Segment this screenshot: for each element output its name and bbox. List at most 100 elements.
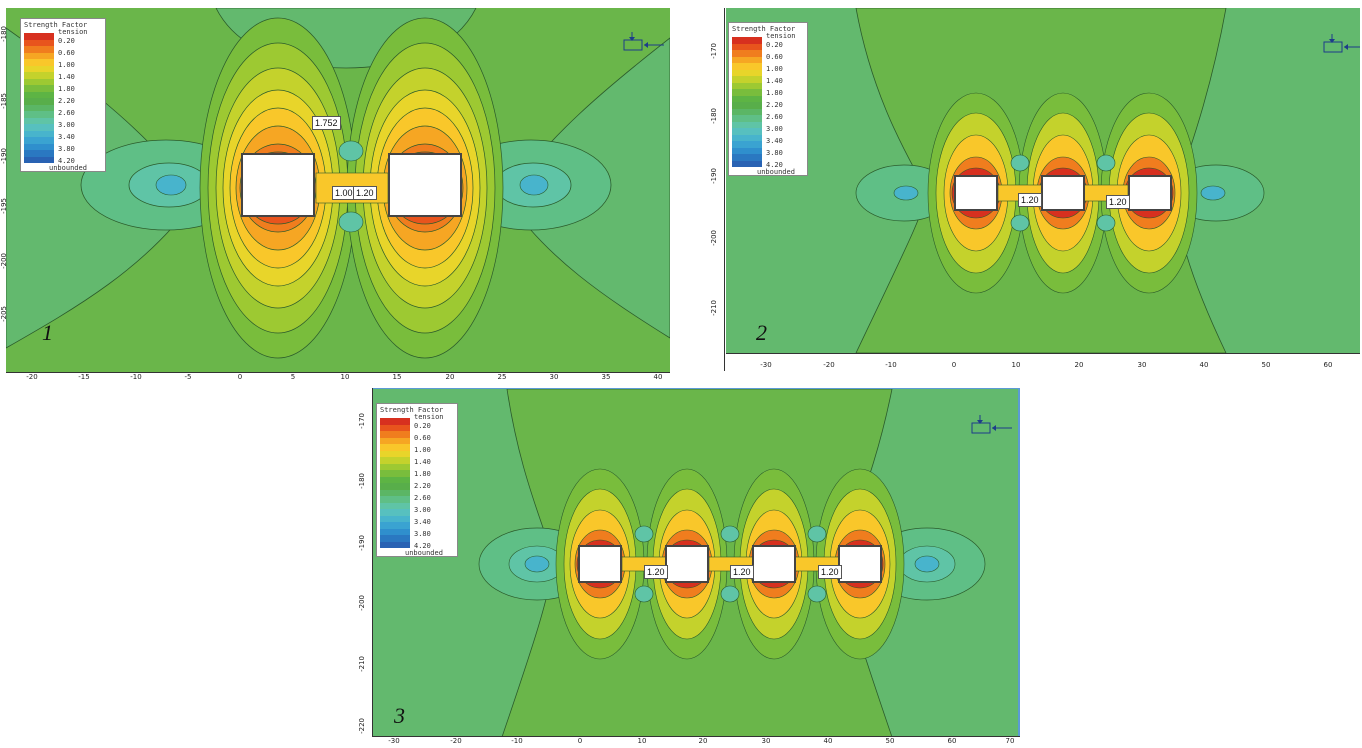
- legend-value: 0.60: [766, 53, 783, 61]
- value-label: 1.20: [353, 186, 377, 200]
- legend-value: 2.60: [58, 109, 75, 117]
- x-tick: -10: [511, 737, 523, 745]
- x-tick: -30: [760, 361, 772, 369]
- y-tick: -200: [0, 253, 8, 269]
- legend-subtitle: tension: [58, 28, 88, 36]
- legend-value: 4.20: [414, 542, 431, 550]
- legend-colorbar: [380, 418, 410, 548]
- opening-3d: [838, 545, 882, 583]
- legend-value: 2.60: [766, 113, 783, 121]
- value-label: 1.20: [644, 565, 668, 579]
- value-label: 1.20: [818, 565, 842, 579]
- x-tick: 20: [1074, 361, 1084, 369]
- legend: Strength Factor tension 0.20 0.60 1.00 1…: [376, 403, 458, 557]
- load-arrow-icon: [1323, 34, 1360, 53]
- y-tick: -180: [358, 473, 366, 489]
- y-tick: -180: [0, 26, 8, 42]
- legend-value: 1.40: [414, 458, 431, 466]
- y-tick: -205: [0, 306, 8, 322]
- opening-1a: [241, 153, 315, 217]
- legend-value: 0.60: [58, 49, 75, 57]
- legend-value: 3.40: [58, 133, 75, 141]
- x-tick: 25: [497, 373, 507, 381]
- x-tick: 20: [698, 737, 708, 745]
- panel-number: 1: [42, 320, 53, 345]
- x-tick: 30: [1137, 361, 1147, 369]
- x-tick: 10: [637, 737, 647, 745]
- legend-value: 3.00: [766, 125, 783, 133]
- x-tick: 40: [823, 737, 833, 745]
- legend-value: 3.40: [414, 518, 431, 526]
- legend-colorbar: [24, 33, 54, 163]
- legend-value: 1.00: [766, 65, 783, 73]
- y-tick: -170: [710, 43, 718, 59]
- legend-unbounded: unbounded: [405, 549, 443, 557]
- legend-value: 2.20: [58, 97, 75, 105]
- y-tick: -190: [0, 148, 8, 164]
- legend-value: 1.00: [414, 446, 431, 454]
- load-arrow-icon: [623, 32, 664, 51]
- panel-number: 3: [394, 703, 405, 728]
- legend-unbounded: unbounded: [49, 164, 87, 172]
- opening-1b: [388, 153, 462, 217]
- opening-2c: [1128, 175, 1172, 211]
- contour-plot-1: [6, 8, 670, 372]
- x-tick: -10: [885, 361, 897, 369]
- x-tick: 5: [290, 373, 296, 381]
- x-tick: 30: [549, 373, 559, 381]
- y-tick: -200: [358, 595, 366, 611]
- y-tick: -210: [358, 656, 366, 672]
- value-label: 1.20: [730, 565, 754, 579]
- legend: Strength Factor tension 0.20 0.60 1.00 1…: [728, 22, 808, 176]
- x-tick: 30: [761, 737, 771, 745]
- legend-value: 1.40: [58, 73, 75, 81]
- panel-number: 2: [756, 320, 767, 345]
- panel-2: 1.20 1.20 2 Strength Factor tension 0.20…: [726, 8, 1360, 353]
- y-axis-2: -170 -180 -190 -200 -210: [710, 8, 725, 371]
- x-tick: 10: [340, 373, 350, 381]
- value-label: 1.752: [312, 116, 341, 130]
- value-label: 1.00: [332, 186, 356, 200]
- x-tick: 70: [1005, 737, 1015, 745]
- legend: Strength Factor tension 0.20 0.60 1.00 1…: [20, 18, 106, 172]
- x-tick: 60: [947, 737, 957, 745]
- x-tick: 50: [1261, 361, 1271, 369]
- opening-2a: [954, 175, 998, 211]
- legend-value: 3.80: [58, 145, 75, 153]
- y-tick: -220: [358, 718, 366, 734]
- legend-value: 1.80: [766, 89, 783, 97]
- legend-colorbar: [732, 37, 762, 167]
- opening-2b: [1041, 175, 1085, 211]
- load-arrow-icon: [971, 415, 1012, 434]
- x-tick: 35: [601, 373, 611, 381]
- value-label: 1.20: [1106, 195, 1130, 209]
- legend-value: 0.20: [766, 41, 783, 49]
- opening-3a: [578, 545, 622, 583]
- legend-value: 4.20: [766, 161, 783, 169]
- value-label: 1.20: [1018, 193, 1042, 207]
- legend-title: Strength Factor: [380, 406, 444, 414]
- panel-1: 1.752 1.00 1.20 1 Strength Factor tensio…: [6, 8, 670, 372]
- legend-value: 3.00: [58, 121, 75, 129]
- y-tick: -195: [0, 198, 8, 214]
- y-axis-1: [0, 8, 6, 372]
- x-tick: 0: [951, 361, 957, 369]
- x-tick: 40: [653, 373, 663, 381]
- legend-value: 3.80: [414, 530, 431, 538]
- x-tick: -20: [823, 361, 835, 369]
- x-tick: 0: [237, 373, 243, 381]
- legend-title: Strength Factor: [732, 25, 796, 33]
- x-tick: 50: [885, 737, 895, 745]
- panel-3: 1.20 1.20 1.20 3 Strength Factor tension…: [372, 388, 1020, 736]
- x-tick: 40: [1199, 361, 1209, 369]
- x-tick: 10: [1011, 361, 1021, 369]
- x-axis-3: -30 -20 -10 0 10 20 30 40 50 60 70: [372, 736, 1020, 748]
- legend-value: 3.00: [414, 506, 431, 514]
- x-axis-1: -20 -15 -10 -5 0 5 10 15 20 25 30 35 40: [6, 372, 670, 383]
- x-tick: 60: [1323, 361, 1333, 369]
- x-tick: 20: [445, 373, 455, 381]
- legend-subtitle: tension: [414, 413, 444, 421]
- legend-value: 1.80: [58, 85, 75, 93]
- opening-3c: [752, 545, 796, 583]
- x-tick: -5: [184, 373, 192, 381]
